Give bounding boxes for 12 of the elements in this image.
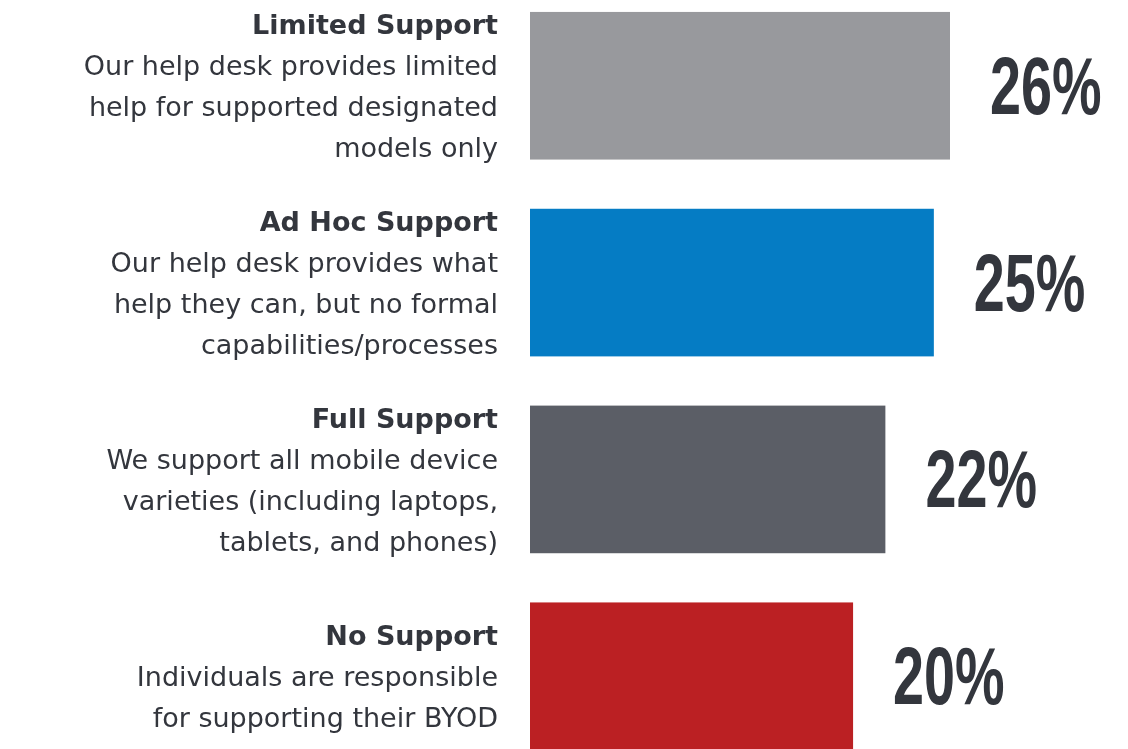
data-label: 22% bbox=[925, 433, 1037, 525]
data-label: 20% bbox=[893, 630, 1005, 722]
bar bbox=[530, 405, 886, 554]
bar bbox=[530, 208, 934, 357]
y-tick-label: Limited Support Our help desk provides limited help for supported designated models only bbox=[83, 9, 499, 164]
data-label: 25% bbox=[973, 236, 1086, 329]
y-tick-label: No Support Individuals are responsible for supporting their BYOD bbox=[136, 620, 499, 734]
data-label: 26% bbox=[990, 40, 1102, 132]
bar bbox=[530, 11, 950, 160]
y-tick-label: Full Support We support all mobile device varieties (including laptops, tablets, and phones) bbox=[106, 402, 499, 557]
bar bbox=[530, 602, 854, 749]
y-tick-label: Ad Hoc Support Our help desk provides what help they can, but no formal capabilities/processes bbox=[110, 206, 499, 361]
